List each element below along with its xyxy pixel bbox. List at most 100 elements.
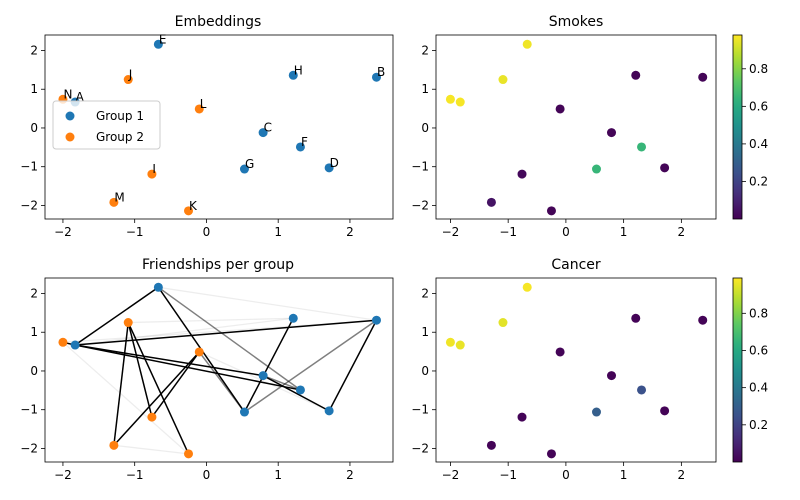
point-K <box>546 449 556 459</box>
x-tick-label: 1 <box>274 225 282 239</box>
point-L <box>555 347 565 357</box>
x-tick-label: −2 <box>442 468 460 482</box>
edge-strong-I-L <box>151 351 200 418</box>
y-tick-label: 1 <box>30 325 38 339</box>
point-label-G: G <box>245 157 254 171</box>
point-J <box>498 318 508 328</box>
y-tick-label: 2 <box>421 43 429 57</box>
embeddings-panel: −2 −1 0 1 2 −2 −1 0 1 2 A B C D E F G H I J K L M N <box>20 32 394 239</box>
x-tick-label: −1 <box>126 468 144 482</box>
title-cancer: Cancer <box>551 257 601 273</box>
colorbar-3 <box>732 277 743 463</box>
edge-mid-C-F <box>262 374 301 391</box>
point-C <box>607 371 617 381</box>
y-tick-label: 1 <box>30 82 38 96</box>
y-tick-label: 0 <box>30 121 38 135</box>
point-label-M: M <box>114 190 124 204</box>
point-E <box>153 39 163 49</box>
point-M <box>486 197 496 207</box>
point-E <box>522 282 532 292</box>
friendships-panel: −2 −1 0 1 2 −2 −1 0 1 2 <box>20 277 394 482</box>
x-tick-label: −2 <box>54 225 72 239</box>
point-F <box>295 142 305 152</box>
point-B <box>698 315 708 325</box>
axes-frame-2 <box>44 277 394 463</box>
point-C <box>607 128 617 138</box>
point-J <box>123 75 133 85</box>
point-K <box>546 206 556 216</box>
x-tick-label: 0 <box>203 468 211 482</box>
edge-faint-M-K <box>113 444 189 455</box>
point-N <box>445 94 455 104</box>
x-tick-label: 2 <box>346 468 354 482</box>
edge-mid-E-F <box>157 286 301 391</box>
node-B <box>371 315 381 325</box>
node-C <box>258 371 268 381</box>
point-label-L: L <box>200 97 207 111</box>
edge-faint-N-K <box>62 341 189 455</box>
point-label-H: H <box>294 63 303 77</box>
point-label-B: B <box>377 65 385 79</box>
point-G <box>591 164 601 174</box>
edge-faint-A-H <box>75 317 294 346</box>
edge-strong-A-B <box>75 319 377 346</box>
point-L <box>555 104 565 114</box>
y-tick-label: −2 <box>20 198 38 212</box>
x-tick-label: 2 <box>678 225 686 239</box>
colorbar-tick-label: 0.2 <box>749 174 768 188</box>
point-D <box>324 163 334 173</box>
y-tick-label: −1 <box>411 160 429 174</box>
node-N <box>58 337 68 347</box>
node-F <box>295 385 305 395</box>
legend: Group 1 Group 2 <box>52 100 161 150</box>
point-E <box>522 39 532 49</box>
y-tick-label: 1 <box>421 325 429 339</box>
point-M <box>109 197 119 207</box>
y-tick-label: 0 <box>30 364 38 378</box>
edge-strong-M-L <box>113 351 200 446</box>
smokes-panel: −2 −1 0 1 2 −2 −1 0 1 2 <box>411 34 717 239</box>
edge-faint-J-H <box>128 317 294 324</box>
edge-strong-J-K <box>127 322 190 455</box>
x-tick-label: −1 <box>499 225 517 239</box>
point-B <box>698 72 708 82</box>
node-M <box>109 440 119 450</box>
x-tick-label: −2 <box>54 468 72 482</box>
point-label-F: F <box>301 135 308 149</box>
y-tick-label: 0 <box>421 121 429 135</box>
point-B <box>371 72 381 82</box>
legend-marker-group1 <box>65 111 75 121</box>
colorbar-tick-label: 0.4 <box>749 381 768 395</box>
y-tick-label: −2 <box>20 441 38 455</box>
y-tick-label: −2 <box>411 441 429 455</box>
point-L <box>194 104 204 114</box>
legend-marker-group2 <box>65 132 75 142</box>
point-K <box>184 206 194 216</box>
node-I <box>147 412 157 422</box>
axes-frame-0 <box>44 34 394 220</box>
colorbars: 0.2 0.4 0.6 0.8 0.2 0.4 0.6 0.8 <box>732 34 768 463</box>
point-I <box>147 169 157 179</box>
x-tick-label: 1 <box>620 225 628 239</box>
point-D <box>660 163 670 173</box>
edge-strong-A-C <box>75 344 264 377</box>
edge-strong-B-D <box>328 319 378 412</box>
legend-frame <box>52 100 161 150</box>
node-E <box>153 282 163 292</box>
edge-strong-J-M <box>113 322 129 446</box>
x-tick-label: 1 <box>274 468 282 482</box>
cancer-panel: −2 −1 0 1 2 −2 −1 0 1 2 <box>411 277 717 482</box>
point-A <box>455 97 465 107</box>
point-H <box>288 70 298 80</box>
title-embeddings: Embeddings <box>175 14 262 30</box>
axes-frame-1 <box>435 34 717 220</box>
colorbar-1 <box>732 34 743 220</box>
point-label-C: C <box>264 121 272 135</box>
x-tick-label: 2 <box>346 225 354 239</box>
point-label-K: K <box>189 199 198 213</box>
title-smokes: Smokes <box>549 14 604 30</box>
point-I <box>517 169 527 179</box>
point-F <box>637 385 647 395</box>
colorbar-tick-label: 0.8 <box>749 306 768 320</box>
